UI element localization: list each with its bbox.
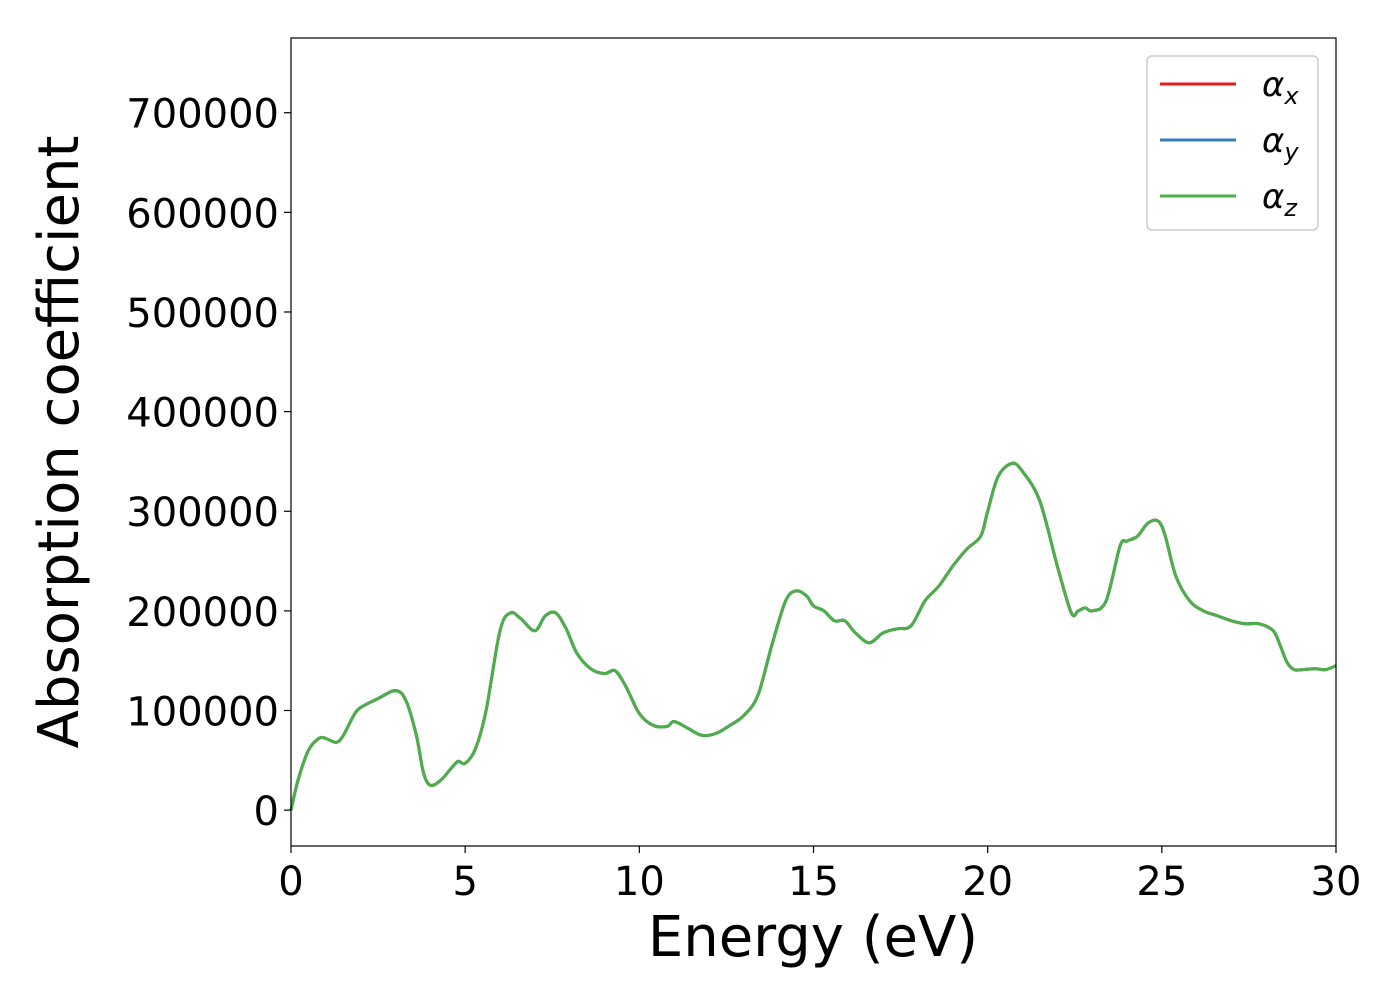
legend-box <box>1146 55 1319 231</box>
series-line-y <box>289 461 1337 811</box>
y-tick-label: 500000 <box>126 291 279 337</box>
y-tick-label: 700000 <box>126 92 279 138</box>
y-tick-label: 400000 <box>126 391 279 437</box>
y-tick-label: 0 <box>254 789 279 835</box>
y-tick-label: 100000 <box>126 690 279 736</box>
x-tick-label: 25 <box>1136 859 1187 905</box>
series-line-x <box>289 461 1337 811</box>
y-tick-label: 600000 <box>126 191 279 237</box>
x-axis-ticks: 0 5 10 15 20 25 30 <box>278 846 1361 905</box>
y-axis-title: Absorption coefficient <box>27 136 92 749</box>
y-tick-label: 300000 <box>126 490 279 536</box>
series-line-z <box>289 461 1337 811</box>
x-tick-label: 20 <box>962 859 1013 905</box>
x-tick-label: 5 <box>452 859 477 905</box>
legend-label-x: αx <box>1262 65 1299 110</box>
x-tick-label: 30 <box>1311 859 1362 905</box>
x-tick-label: 10 <box>614 859 665 905</box>
series-layer <box>289 461 1337 811</box>
x-tick-label: 0 <box>278 859 303 905</box>
x-tick-label: 15 <box>788 859 839 905</box>
legend-label-y: αy <box>1262 121 1299 166</box>
y-axis-ticks: 0 100000 200000 300000 400000 500000 600000 700… <box>126 92 291 835</box>
y-tick-label: 200000 <box>126 590 279 636</box>
x-axis-title: Energy (eV) <box>648 905 978 970</box>
